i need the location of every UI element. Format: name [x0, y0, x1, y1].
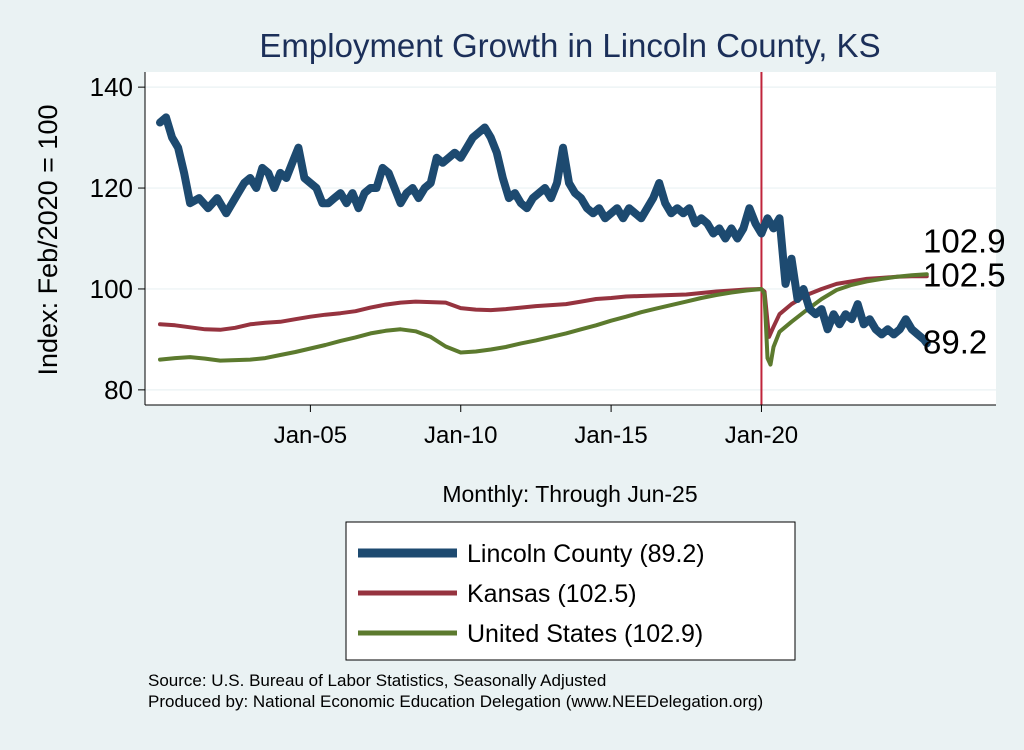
y-tick-label-120: 120 — [90, 173, 133, 203]
end-label-united-states: 102.9 — [923, 222, 1006, 259]
y-axis-title: Index: Feb/2020 = 100 — [33, 105, 63, 376]
plot-area — [145, 72, 996, 405]
produced-by-note: Produced by: National Economic Education… — [148, 692, 764, 711]
y-tick-label-80: 80 — [104, 375, 133, 405]
y-tick-label-100: 100 — [90, 274, 133, 304]
x-tick-label-jan-10: Jan-10 — [424, 422, 497, 449]
y-tick-label-140: 140 — [90, 72, 133, 102]
x-axis-title: Monthly: Through Jun-25 — [442, 481, 697, 507]
series-line-lincoln-county — [156, 113, 931, 348]
end-label-kansas: 102.5 — [923, 256, 1006, 293]
legend: Lincoln County (89.2) Kansas (102.5) Uni… — [345, 521, 796, 661]
legend-label-kansas: Kansas (102.5) — [467, 580, 637, 608]
x-tick-label-jan-20: Jan-20 — [725, 422, 798, 449]
series-layer — [156, 113, 931, 367]
x-tick-label-jan-05: Jan-05 — [274, 422, 347, 449]
legend-label-lincoln-county: Lincoln County (89.2) — [467, 540, 705, 568]
chart-title: Employment Growth in Lincoln County, KS — [259, 27, 880, 64]
x-tick-label-jan-15: Jan-15 — [574, 422, 647, 449]
x-axis-ticks: Jan-05 Jan-10 Jan-15 Jan-20 — [274, 405, 798, 449]
legend-label-united-states: United States (102.9) — [467, 620, 703, 648]
series-line-united-states — [158, 272, 929, 367]
source-note: Source: U.S. Bureau of Labor Statistics,… — [148, 671, 607, 690]
y-axis-ticks: 80 100 120 140 — [90, 72, 145, 405]
end-label-lincoln-county: 89.2 — [923, 323, 987, 360]
series-line-kansas — [158, 274, 929, 339]
